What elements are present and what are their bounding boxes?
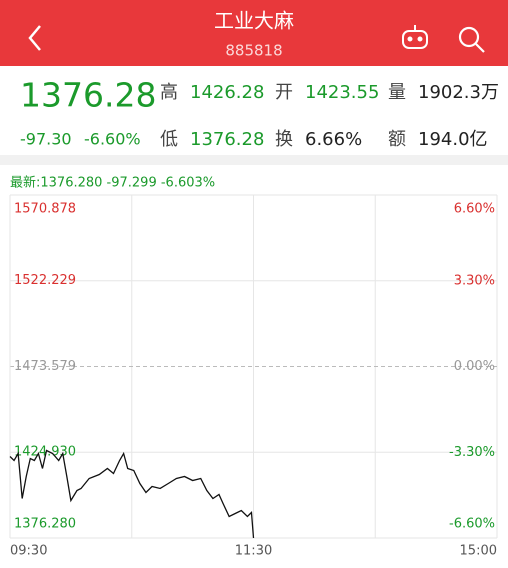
field-label: 量: [388, 82, 406, 103]
x-tick-label: 11:30: [235, 544, 272, 559]
field-label: 开: [275, 82, 293, 103]
x-tick-label: 09:30: [10, 544, 47, 559]
field-label: 换: [275, 129, 293, 150]
y2-tick-label: 0.00%: [454, 359, 495, 374]
field-label: 低: [160, 129, 178, 150]
change: -97.30: [20, 130, 72, 149]
header-title: 工业大麻: [214, 9, 294, 33]
y-tick-label: 1570.878: [14, 202, 76, 217]
y-tick-label: 1522.229: [14, 273, 76, 288]
header-bar: [0, 0, 508, 66]
price: 1376.28: [20, 76, 156, 115]
field-label: 额: [388, 129, 406, 150]
y2-tick-label: 6.60%: [454, 202, 495, 217]
x-tick-label: 15:00: [460, 544, 497, 559]
y2-tick-label: -3.30%: [449, 445, 495, 460]
field-value: 1423.55: [305, 82, 379, 103]
y-tick-label: 1473.579: [14, 359, 76, 374]
change-pct: -6.60%: [84, 130, 141, 149]
y-tick-label: 1376.280: [14, 517, 76, 532]
divider: [0, 155, 508, 165]
y2-tick-label: 3.30%: [454, 273, 495, 288]
field-value: 1426.28: [190, 82, 264, 103]
field-value: 1902.3万: [418, 82, 499, 103]
search-icon[interactable]: [458, 26, 485, 53]
field-label: 高: [160, 82, 178, 103]
latest-line: 最新:1376.280 -97.299 -6.603%: [10, 175, 215, 191]
y2-tick-label: -6.60%: [449, 517, 495, 532]
field-value: 1376.28: [190, 129, 264, 150]
field-value: 6.66%: [305, 129, 362, 150]
robot-icon[interactable]: [402, 25, 428, 49]
y-tick-label: 1424.930: [14, 445, 76, 460]
price-line: [9, 449, 255, 539]
header-code: 885818: [225, 42, 282, 60]
back-button[interactable]: [28, 25, 41, 51]
field-value: 194.0亿: [418, 129, 488, 150]
